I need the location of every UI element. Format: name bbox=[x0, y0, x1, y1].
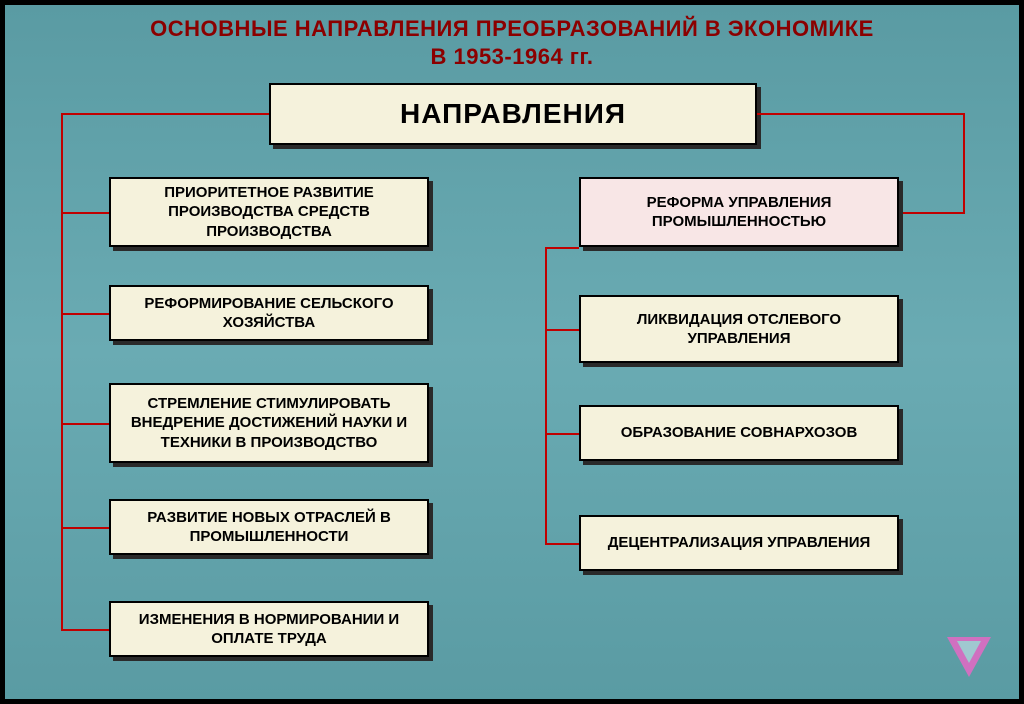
right-box-3-label: ОБРАЗОВАНИЕ СОВНАРХОЗОВ bbox=[621, 423, 858, 443]
conn-right-sub-v bbox=[545, 247, 547, 543]
right-box-3: ОБРАЗОВАНИЕ СОВНАРХОЗОВ bbox=[579, 405, 899, 461]
left-box-3: СТРЕМЛЕНИЕ СТИМУЛИРОВАТЬ ВНЕДРЕНИЕ ДОСТИ… bbox=[109, 383, 429, 463]
title-line1: ОСНОВНЫЕ НАПРАВЛЕНИЯ ПРЕОБРАЗОВАНИЙ В ЭК… bbox=[5, 15, 1019, 43]
main-directions-label: НАПРАВЛЕНИЯ bbox=[400, 98, 626, 130]
conn-main-right-h2 bbox=[899, 212, 965, 214]
conn-left-3 bbox=[61, 423, 109, 425]
conn-main-left-h bbox=[61, 113, 269, 115]
right-box-4-label: ДЕЦЕНТРАЛИЗАЦИЯ УПРАВЛЕНИЯ bbox=[608, 533, 871, 553]
left-box-4-label: РАЗВИТИЕ НОВЫХ ОТРАСЛЕЙ В ПРОМЫШЛЕННОСТИ bbox=[125, 508, 413, 547]
page-title: ОСНОВНЫЕ НАПРАВЛЕНИЯ ПРЕОБРАЗОВАНИЙ В ЭК… bbox=[5, 15, 1019, 70]
right-box-1-label: РЕФОРМА УПРАВЛЕНИЯ ПРОМЫШЛЕННОСТЬЮ bbox=[595, 193, 883, 232]
conn-right-1 bbox=[545, 329, 579, 331]
left-box-1-label: ПРИОРИТЕТНОЕ РАЗВИТИЕ ПРОИЗВОДСТВА СРЕДС… bbox=[125, 183, 413, 242]
conn-right-2 bbox=[545, 433, 579, 435]
left-box-2: РЕФОРМИРОВАНИЕ СЕЛЬСКОГО ХОЗЯЙСТВА bbox=[109, 285, 429, 341]
left-box-4: РАЗВИТИЕ НОВЫХ ОТРАСЛЕЙ В ПРОМЫШЛЕННОСТИ bbox=[109, 499, 429, 555]
title-line2: В 1953-1964 гг. bbox=[5, 43, 1019, 71]
left-box-5-label: ИЗМЕНЕНИЯ В НОРМИРОВАНИИ И ОПЛАТЕ ТРУДА bbox=[125, 610, 413, 649]
right-box-2-label: ЛИКВИДАЦИЯ ОТСЛЕВОГО УПРАВЛЕНИЯ bbox=[595, 310, 883, 349]
left-box-2-label: РЕФОРМИРОВАНИЕ СЕЛЬСКОГО ХОЗЯЙСТВА bbox=[125, 294, 413, 333]
diagram-frame: ОСНОВНЫЕ НАПРАВЛЕНИЯ ПРЕОБРАЗОВАНИЙ В ЭК… bbox=[4, 4, 1020, 700]
right-box-4: ДЕЦЕНТРАЛИЗАЦИЯ УПРАВЛЕНИЯ bbox=[579, 515, 899, 571]
main-directions-box: НАПРАВЛЕНИЯ bbox=[269, 83, 757, 145]
conn-left-5 bbox=[61, 629, 109, 631]
left-box-5: ИЗМЕНЕНИЯ В НОРМИРОВАНИИ И ОПЛАТЕ ТРУДА bbox=[109, 601, 429, 657]
conn-right-3 bbox=[545, 543, 579, 545]
conn-right-sub-top bbox=[545, 247, 579, 249]
conn-left-4 bbox=[61, 527, 109, 529]
conn-main-right-v bbox=[963, 113, 965, 213]
left-box-1: ПРИОРИТЕТНОЕ РАЗВИТИЕ ПРОИЗВОДСТВА СРЕДС… bbox=[109, 177, 429, 247]
conn-left-1 bbox=[61, 212, 109, 214]
logo-triangle-icon bbox=[947, 637, 991, 681]
left-box-3-label: СТРЕМЛЕНИЕ СТИМУЛИРОВАТЬ ВНЕДРЕНИЕ ДОСТИ… bbox=[125, 394, 413, 453]
right-box-1: РЕФОРМА УПРАВЛЕНИЯ ПРОМЫШЛЕННОСТЬЮ bbox=[579, 177, 899, 247]
conn-main-right-h bbox=[757, 113, 963, 115]
right-box-2: ЛИКВИДАЦИЯ ОТСЛЕВОГО УПРАВЛЕНИЯ bbox=[579, 295, 899, 363]
conn-main-left-v bbox=[61, 113, 63, 629]
conn-left-2 bbox=[61, 313, 109, 315]
